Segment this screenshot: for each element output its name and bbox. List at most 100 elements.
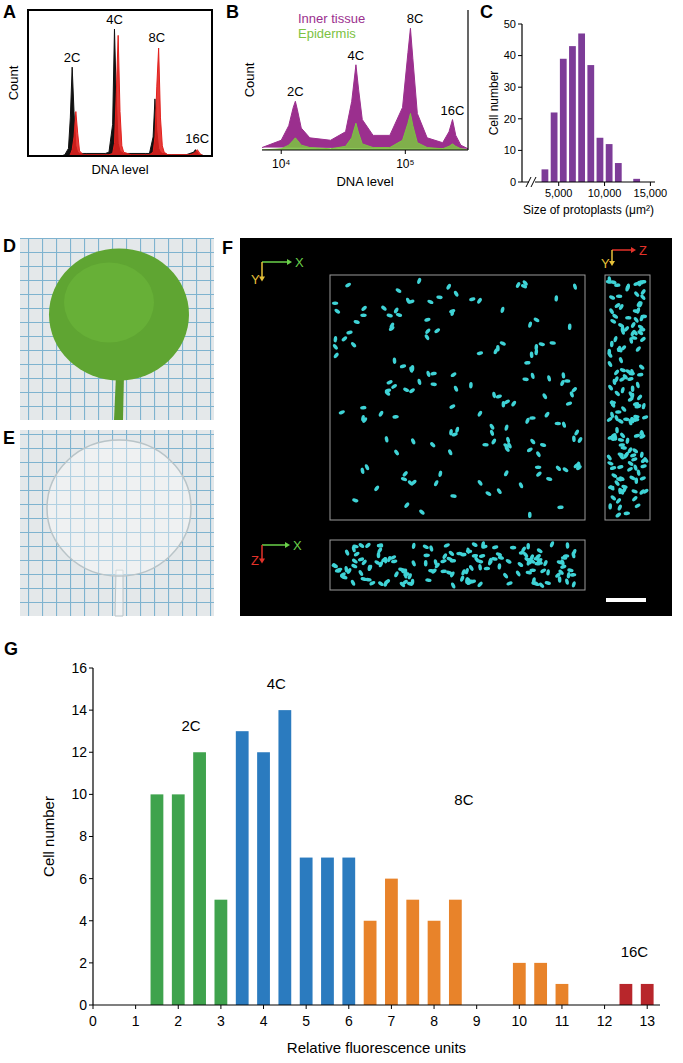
- nucleus: [461, 569, 467, 576]
- nucleus: [402, 470, 409, 477]
- nucleus: [543, 559, 549, 566]
- nucleus: [430, 371, 437, 376]
- y-tick-label: 16: [71, 660, 87, 676]
- nucleus: [610, 494, 617, 501]
- x-tick: [93, 1005, 94, 1009]
- bar: [428, 921, 441, 1005]
- nucleus: [563, 554, 570, 558]
- nucleus: [607, 384, 614, 391]
- x-tick: [178, 1005, 179, 1009]
- view: XY: [251, 255, 585, 520]
- nucleus: [416, 277, 422, 284]
- nucleus: [351, 558, 358, 565]
- nucleus: [612, 313, 619, 320]
- nucleus: [496, 488, 503, 495]
- nucleus: [358, 569, 364, 576]
- figure: DNA levelCount2C4C8C16CA10⁴10⁵DNA levelC…: [0, 0, 683, 1063]
- photo-background: [20, 430, 214, 616]
- nucleus: [367, 564, 373, 571]
- nucleus: [424, 317, 431, 322]
- nucleus: [610, 318, 617, 324]
- annotation: 16C: [441, 103, 465, 118]
- nucleus: [479, 554, 486, 559]
- density-area: [28, 35, 212, 156]
- nucleus: [406, 581, 413, 587]
- axis-arrow: [612, 249, 632, 251]
- nucleus: [641, 415, 648, 421]
- nucleus: [530, 351, 534, 358]
- nucleus: [639, 294, 646, 301]
- nucleus: [618, 475, 625, 481]
- nucleus: [626, 466, 633, 472]
- nucleus: [549, 541, 555, 548]
- nucleus: [482, 443, 489, 447]
- y-tick-label: 10: [71, 786, 87, 802]
- x-tick: [604, 182, 605, 186]
- nucleus: [558, 569, 565, 576]
- density-area: [262, 28, 468, 149]
- bar: [569, 46, 576, 182]
- frame-right: [467, 10, 468, 150]
- x-tick-label: 9: [473, 1013, 481, 1029]
- x-tick: [391, 1005, 392, 1009]
- nucleus: [384, 436, 389, 443]
- nucleus: [450, 494, 457, 499]
- nucleus: [639, 476, 646, 482]
- nucleus: [626, 283, 630, 290]
- nucleus: [630, 453, 637, 459]
- nucleus: [529, 554, 535, 561]
- axis-label: X: [295, 255, 304, 270]
- nucleus: [453, 290, 459, 297]
- x-tick-label: 8: [430, 1013, 438, 1029]
- nucleus: [448, 550, 455, 557]
- arrow-head: [285, 542, 290, 548]
- nucleus: [529, 568, 535, 572]
- nucleus: [544, 580, 551, 585]
- bar: [513, 963, 526, 1005]
- nucleus: [459, 575, 465, 582]
- nucleus: [625, 437, 629, 444]
- annotation: 16C: [185, 131, 209, 146]
- y-tick: [518, 118, 522, 119]
- nucleus: [631, 335, 638, 340]
- y-axis-label: Cell number: [40, 796, 57, 877]
- nucleus: [530, 372, 535, 379]
- nucleus: [510, 546, 517, 550]
- nucleus: [635, 382, 640, 389]
- nucleus: [341, 574, 348, 580]
- annotation: 4C: [106, 12, 123, 27]
- x-tick-label: 4: [260, 1013, 268, 1029]
- nucleus: [500, 306, 505, 313]
- bar: [342, 858, 355, 1005]
- x-tick: [281, 150, 282, 154]
- nucleus: [505, 558, 512, 564]
- nucleus: [572, 435, 576, 442]
- nucleus: [538, 342, 545, 347]
- nucleus: [641, 403, 646, 410]
- nucleus: [615, 497, 622, 504]
- x-axis-label: DNA level: [336, 174, 393, 189]
- nucleus: [573, 462, 580, 469]
- nucleus: [350, 341, 357, 348]
- nucleus: [400, 476, 407, 481]
- nucleus: [554, 295, 558, 302]
- nucleus: [535, 471, 542, 478]
- nucleus: [477, 581, 484, 588]
- photo: E: [3, 428, 214, 616]
- nucleus: [524, 361, 531, 365]
- nucleus: [619, 367, 626, 373]
- density-area: [262, 113, 468, 150]
- nucleus: [395, 312, 402, 317]
- nucleus: [542, 393, 548, 400]
- nucleus: [569, 391, 575, 398]
- x-axis: [522, 181, 655, 182]
- y-axis-label: Cell number: [487, 71, 501, 136]
- nucleus: [572, 283, 577, 290]
- panel-letter: A: [3, 2, 16, 22]
- nucleus: [631, 489, 638, 495]
- nucleus: [361, 559, 368, 566]
- bar: [615, 163, 622, 182]
- annotation: 8C: [407, 11, 424, 26]
- nucleus: [467, 579, 474, 586]
- nucleus: [364, 542, 371, 549]
